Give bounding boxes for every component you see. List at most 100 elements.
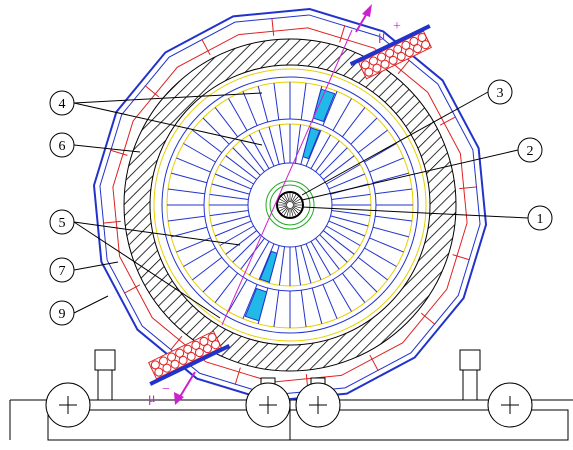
tube <box>412 44 422 54</box>
tube <box>404 48 414 58</box>
calo-cell <box>232 147 261 176</box>
tube <box>421 40 431 50</box>
leader-line <box>301 91 489 196</box>
beam-pipe <box>276 191 304 219</box>
straw <box>292 205 302 209</box>
calo-cell <box>249 134 270 169</box>
tube <box>388 55 398 65</box>
calo-cell <box>350 265 378 293</box>
calo-cell <box>372 172 409 184</box>
callout-label: 7 <box>59 264 66 279</box>
calo-cell <box>242 284 258 319</box>
calo-cell <box>176 157 211 173</box>
muon-chamber <box>349 24 432 80</box>
callout-label: 5 <box>59 216 66 231</box>
muon-track <box>221 29 353 326</box>
calo-cell <box>273 290 280 328</box>
tube <box>162 363 172 373</box>
calo-cell <box>332 98 352 131</box>
support <box>94 349 116 371</box>
leader-line <box>73 102 263 146</box>
leader-line <box>73 261 119 271</box>
calo-cell <box>322 91 338 126</box>
tube <box>170 359 180 369</box>
chamber-plate <box>149 343 231 386</box>
arrow-head <box>362 4 372 17</box>
callout-circle <box>49 257 75 283</box>
calo-cell <box>258 243 275 281</box>
hit-cell <box>244 287 268 322</box>
red-rib <box>459 186 478 190</box>
calo-cell <box>228 98 248 131</box>
tube <box>372 63 382 73</box>
calo-cell <box>225 230 257 255</box>
calo-cell <box>232 234 261 263</box>
red-rib <box>369 354 379 372</box>
tube <box>154 367 164 377</box>
calo-cell <box>192 256 223 281</box>
straw <box>292 201 302 205</box>
callout-circle <box>527 205 553 231</box>
red-rib <box>339 25 346 43</box>
calo-cell <box>341 107 366 138</box>
calo-cell <box>364 143 397 163</box>
calo-cell <box>323 155 355 180</box>
callout-circle <box>49 132 75 158</box>
calo-cell <box>326 164 361 185</box>
calo-cell <box>214 220 252 237</box>
leader-line <box>73 144 141 153</box>
straw <box>291 207 297 216</box>
callout-label: 9 <box>59 307 66 322</box>
calo-cell <box>319 147 348 176</box>
wheel-cross <box>309 396 327 414</box>
red-rib <box>110 149 128 156</box>
calo-cell <box>278 124 286 164</box>
calo-cell <box>240 140 265 172</box>
calo-cell <box>211 183 250 195</box>
wheel-cross <box>259 396 277 414</box>
calo-cell <box>225 155 257 180</box>
red-rib <box>144 85 160 98</box>
red-rib <box>123 284 141 294</box>
calo-cell <box>330 215 369 227</box>
arrow <box>177 371 196 401</box>
calo-cell <box>257 86 269 123</box>
red-rib <box>234 367 241 385</box>
straw <box>291 206 299 214</box>
calo-cell <box>319 234 348 263</box>
support <box>459 349 481 371</box>
muon-sign: + <box>393 19 401 34</box>
red-rib <box>439 116 457 126</box>
leader-line <box>73 221 221 319</box>
tracker-green <box>265 180 315 230</box>
calo-cell <box>323 230 355 255</box>
calo-cell <box>350 117 378 145</box>
straw <box>279 206 288 212</box>
calo-cell <box>278 246 286 286</box>
leader-line <box>301 206 529 219</box>
callout-circle <box>487 79 513 105</box>
calo-cell <box>209 209 249 217</box>
straw <box>278 205 288 209</box>
red-rib <box>271 17 275 36</box>
calo-cell <box>310 241 331 276</box>
calo-cell <box>219 164 254 185</box>
callout-circle <box>517 137 543 163</box>
calo-cell <box>300 290 307 328</box>
calo-cell <box>357 256 388 281</box>
arrow-head <box>174 392 184 405</box>
calo-cell <box>202 265 230 293</box>
calo-cell <box>341 272 366 303</box>
tube <box>211 340 221 350</box>
red-rib <box>397 59 410 75</box>
callout-label: 4 <box>59 97 66 112</box>
tube <box>396 51 406 61</box>
calo-cell <box>240 238 265 270</box>
calo-cell <box>214 272 239 303</box>
support <box>462 369 478 401</box>
calo-cell <box>202 117 230 145</box>
calo-cell <box>369 237 404 253</box>
support <box>97 369 113 401</box>
calo-outer <box>161 76 419 334</box>
